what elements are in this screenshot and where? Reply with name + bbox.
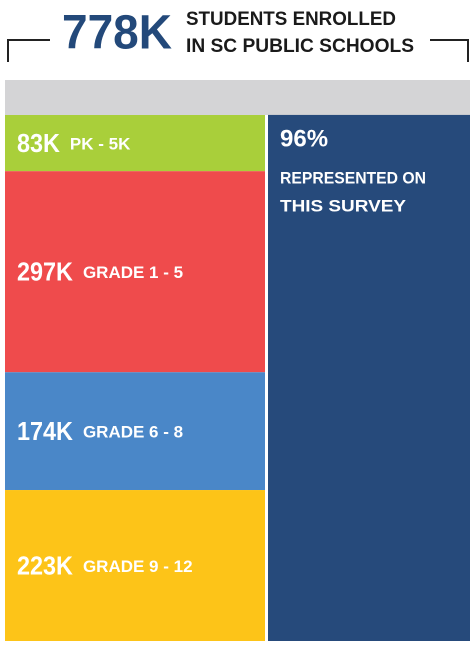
segment xyxy=(5,171,265,373)
category-label: GRADE 6 - 8 xyxy=(83,423,183,442)
value-label: 297K xyxy=(17,257,73,287)
survey-caption: THIS SURVEY xyxy=(280,196,407,215)
segment xyxy=(5,490,265,641)
category-label: PK - 5K xyxy=(70,135,131,154)
survey-column xyxy=(268,114,470,642)
value-label: 174K xyxy=(17,416,73,446)
survey-value: 96% xyxy=(280,125,328,152)
total-value: 778K xyxy=(62,7,172,60)
bracket-left xyxy=(7,39,50,62)
category-label: GRADE 1 - 5 xyxy=(83,263,183,282)
category-label: GRADE 9 - 12 xyxy=(83,557,193,576)
background-bar xyxy=(5,80,470,115)
caption-line: IN SC PUBLIC SCHOOLS xyxy=(186,36,414,57)
value-label: 223K xyxy=(17,550,73,580)
survey-caption: REPRESENTED ON xyxy=(280,168,426,187)
caption-line: STUDENTS ENROLLED xyxy=(186,9,396,30)
segment xyxy=(5,372,265,491)
bracket-right xyxy=(430,39,469,62)
segment xyxy=(5,115,265,172)
value-label: 83K xyxy=(17,128,60,158)
